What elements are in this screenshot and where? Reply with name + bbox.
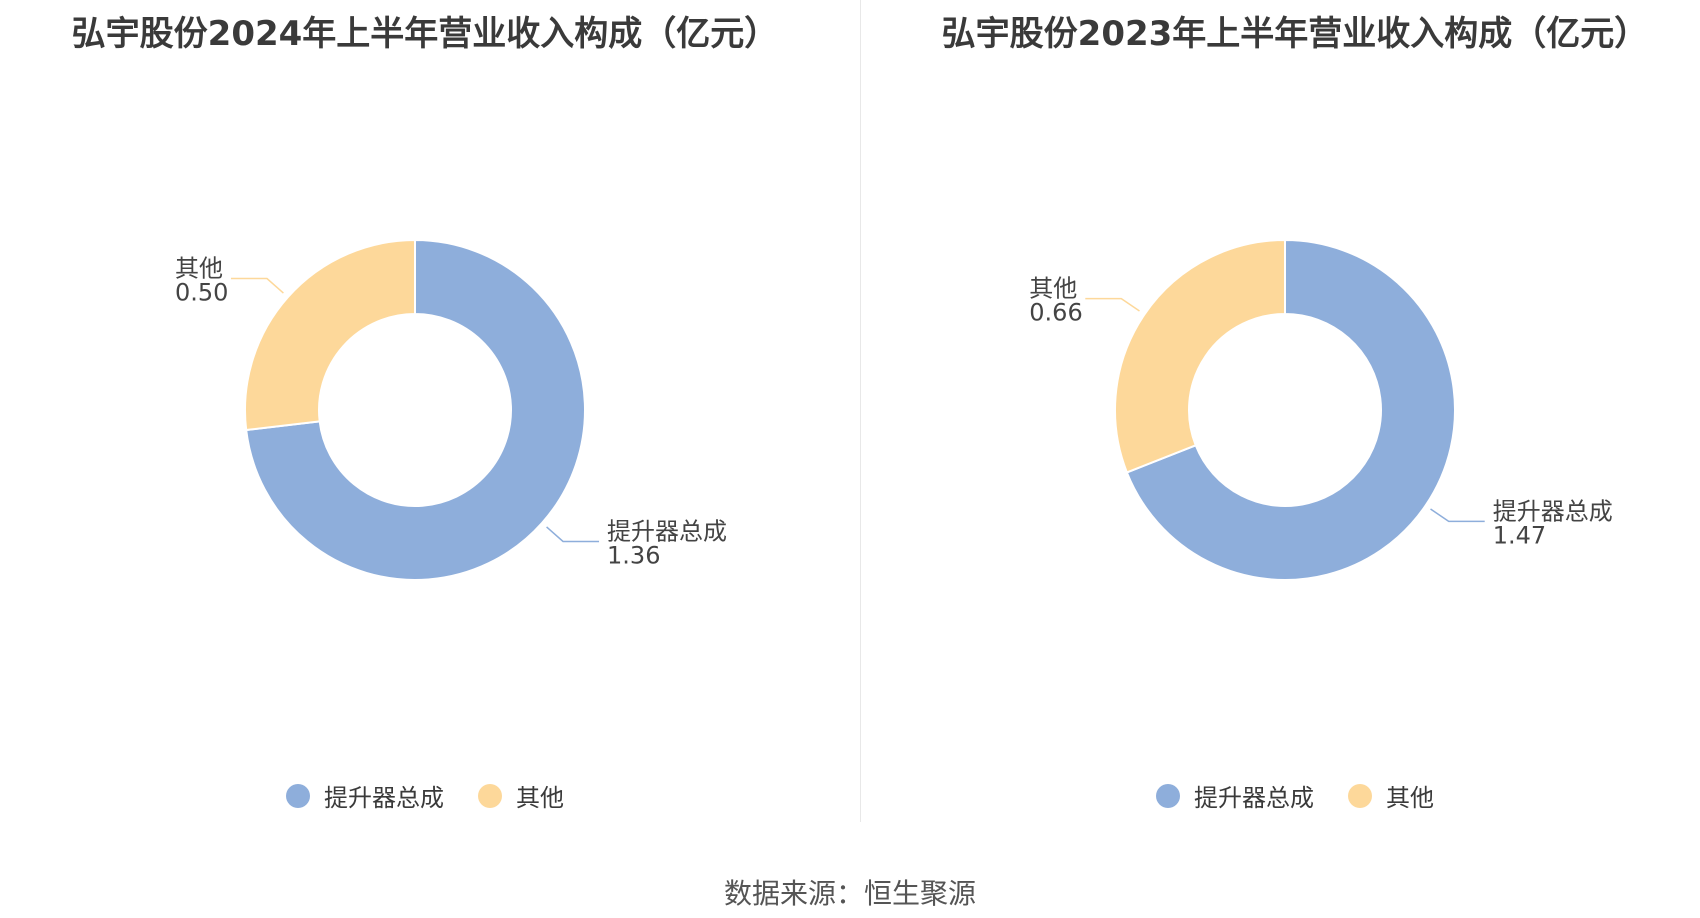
legend-label-main: 提升器总成 [1194, 784, 1314, 812]
legend-label-other: 其他 [1386, 784, 1434, 812]
chart-title: 弘宇股份2024年上半年营业收入构成（亿元） [71, 14, 779, 54]
slice-main [1125, 238, 1456, 581]
slice-other [244, 238, 416, 432]
legend-label-main: 提升器总成 [324, 784, 444, 812]
chart-title: 弘宇股份2023年上半年营业收入构成（亿元） [941, 14, 1649, 54]
slice-main [245, 238, 586, 581]
chart-panel-2023: 弘宇股份2023年上半年营业收入构成（亿元） 提升器总成 1.47 其他 0.6… [870, 0, 1700, 830]
slice-label-main-name: 提升器总成 [607, 517, 727, 545]
slice-label-other-name: 其他 [1029, 275, 1077, 303]
slice-other [1114, 238, 1286, 474]
slice-label-other-value: 0.66 [1029, 299, 1082, 327]
slice-label-main-name: 提升器总成 [1493, 497, 1613, 525]
leader-line-other [1085, 297, 1140, 312]
panel-divider [860, 0, 861, 822]
slice-label-main-value: 1.36 [607, 541, 660, 569]
slice-label-other-value: 0.50 [175, 279, 228, 307]
legend-label-other: 其他 [516, 784, 564, 812]
legend-dot-other [478, 783, 502, 808]
leader-line-main [546, 526, 600, 543]
legend: 提升器总成 其他 [0, 778, 850, 813]
legend-dot-other [1348, 783, 1372, 808]
chart-panel-2024: 弘宇股份2024年上半年营业收入构成（亿元） 提升器总成 1.36 其他 0.5… [0, 0, 850, 830]
legend-item-main[interactable]: 提升器总成 [286, 778, 444, 813]
leader-line-other [230, 277, 284, 294]
slice-label-other-name: 其他 [175, 255, 223, 283]
legend-dot-main [286, 783, 310, 808]
legend: 提升器总成 其他 [870, 778, 1700, 813]
legend-item-main[interactable]: 提升器总成 [1156, 778, 1314, 813]
slice-label-main-value: 1.47 [1493, 521, 1546, 549]
legend-item-other[interactable]: 其他 [478, 778, 564, 813]
legend-dot-main [1156, 783, 1180, 808]
leader-line-main [1430, 508, 1485, 523]
donut-chart: 提升器总成 1.47 其他 0.66 [1029, 238, 1613, 581]
donut-chart: 提升器总成 1.36 其他 0.50 [175, 238, 727, 581]
legend-item-other[interactable]: 其他 [1348, 778, 1434, 813]
data-source-note: 数据来源：恒生聚源 [723, 877, 976, 910]
